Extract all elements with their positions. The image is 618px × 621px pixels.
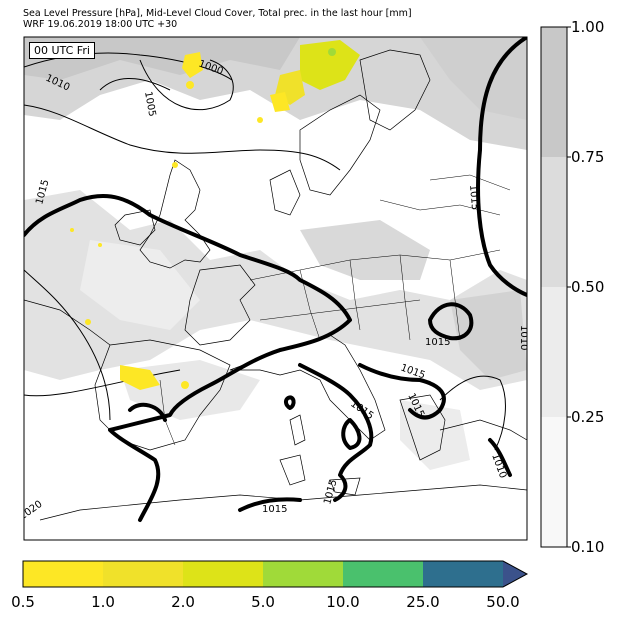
map-title-line1: Sea Level Pressure [hPa], Mid-Level Clou… [23,8,412,19]
cloud-cover-colorbar [540,26,571,548]
map-title-line2: WRF 19.06.2019 18:00 UTC +30 [23,19,178,30]
precip-band-50-100 [263,561,343,587]
cloud-tick-label: 0.10 [571,538,605,556]
country-borders [159,174,511,446]
precip-tick-label: 1.0 [91,593,115,611]
precip-colorbar-frame [22,560,529,588]
forecast-time-label: 00 UTC Fri [29,42,95,59]
cloud-tick-label: 0.75 [571,148,605,166]
precip-tick-label: 0.5 [11,593,35,611]
isobar-label: 1005 [142,91,157,118]
map-frame [23,36,528,541]
precip-band-250-500 [423,561,503,587]
thick-isobars [24,37,527,522]
isobar-label: 1015 [425,337,450,348]
precipitation-patches [70,40,360,390]
cloud-tick-label: 0.50 [571,278,605,296]
precip-band-10-20 [103,561,183,587]
precip-tick-label: 25.0 [406,593,440,611]
isobar-label: 1010 [518,325,529,350]
precip-tick-label: 5.0 [251,593,275,611]
coastlines [24,49,527,521]
precip-band-20-50 [183,561,263,587]
cloud-band-025-050 [541,287,567,417]
isobar-label: 1015 [262,504,287,515]
precip-tick-label: 10.0 [326,593,360,611]
cloud-band-050-075 [541,157,567,287]
precip-colorbar [22,560,529,588]
cloud-band-075-100 [541,27,567,157]
precip-tick-label: 2.0 [171,593,195,611]
cloud-band-010-025 [541,417,567,547]
precip-band-05-10 [23,561,103,587]
cloud-tick-label: 0.25 [571,408,605,426]
precip-band-over-500 [503,561,527,587]
isobar-label: 1015 [467,184,480,210]
precip-band-100-250 [343,561,423,587]
cloud-tick-label: 1.00 [571,18,605,36]
precip-tick-label: 50.0 [486,593,520,611]
